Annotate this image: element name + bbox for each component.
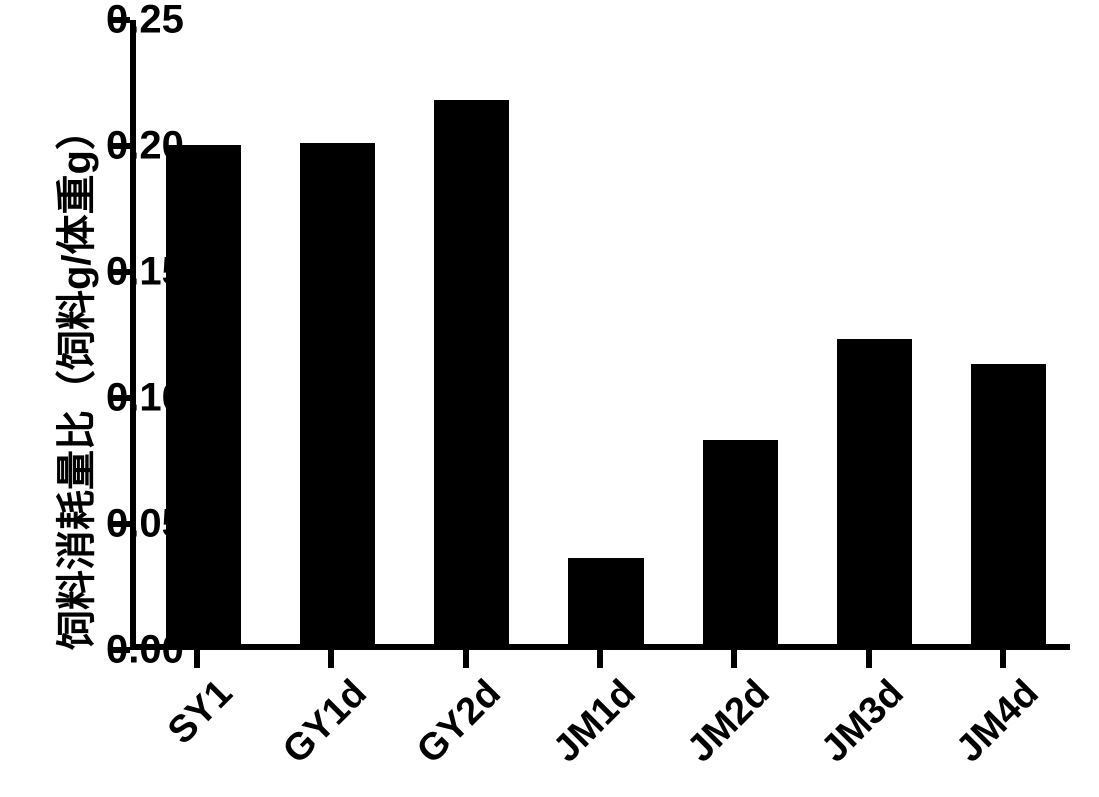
bar: [971, 364, 1046, 644]
x-tick-label: JM2d: [680, 672, 779, 771]
x-tick-label: GY1d: [275, 672, 376, 773]
x-tick: [463, 650, 469, 668]
x-tick-label: SY1: [160, 672, 241, 753]
x-tick-label: JM4d: [948, 672, 1047, 771]
bar: [837, 339, 912, 644]
bar: [434, 100, 509, 644]
y-axis-label: 饲料消耗量比（饲料g/体重g）: [44, 110, 102, 650]
x-tick-label: JM1d: [545, 672, 644, 771]
x-tick: [328, 650, 334, 668]
x-tick: [866, 650, 872, 668]
plot-area: [130, 20, 1070, 650]
x-tick: [1000, 650, 1006, 668]
bar-chart: 饲料消耗量比（饲料g/体重g） 0.000.050.100.150.200.25…: [0, 0, 1099, 797]
bar: [703, 440, 778, 644]
bar: [300, 143, 375, 644]
x-tick: [597, 650, 603, 668]
bar: [568, 558, 643, 644]
x-tick-label: GY2d: [410, 672, 511, 773]
x-tick-label: JM3d: [814, 672, 913, 771]
x-tick: [731, 650, 737, 668]
x-tick: [194, 650, 200, 668]
